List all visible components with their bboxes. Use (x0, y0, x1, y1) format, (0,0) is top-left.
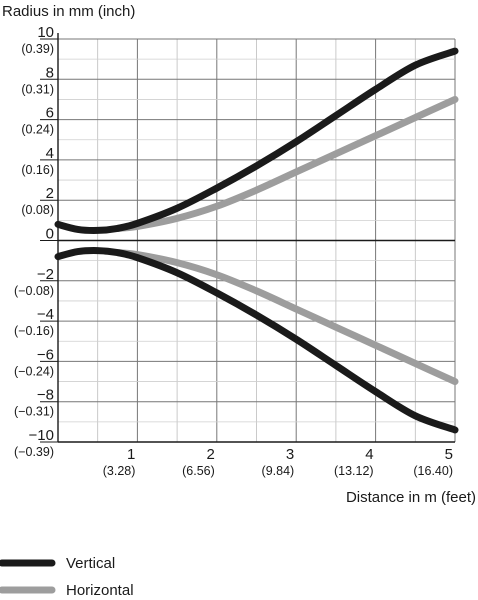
x-tick-sublabel: (6.56) (182, 464, 215, 478)
series-vertical-lower (54, 247, 459, 434)
axes (40, 33, 455, 443)
y-tick-sublabel: (−0.31) (14, 405, 54, 419)
series-horizontal-upper (114, 95, 459, 232)
x-tick-sublabel: (9.84) (262, 464, 295, 478)
tick-labels: 10(0.39)8(0.31)6(0.24)4(0.16)2(0.08)0−2(… (14, 24, 453, 478)
y-tick-sublabel: (0.08) (21, 203, 54, 217)
y-tick-sublabel: (−0.08) (14, 284, 54, 298)
y-tick-sublabel: (0.24) (21, 123, 54, 137)
x-tick-label: 5 (445, 446, 453, 463)
series-horizontal-lower (114, 249, 459, 386)
x-tick-sublabel: (3.28) (103, 464, 136, 478)
y-tick-sublabel: (−0.24) (14, 364, 54, 378)
legend-label-vertical: Vertical (66, 555, 115, 572)
y-tick-label: 2 (46, 185, 54, 202)
y-tick-sublabel: (0.16) (21, 163, 54, 177)
y-tick-label: −8 (37, 387, 54, 404)
x-tick-label: 2 (206, 446, 214, 463)
y-tick-label: −4 (37, 306, 54, 323)
legend-label-horizontal: Horizontal (66, 582, 134, 599)
y-tick-label: −6 (37, 346, 54, 363)
x-tick-sublabel: (13.12) (334, 464, 374, 478)
y-tick-label: 6 (46, 105, 54, 122)
y-tick-sublabel: (−0.16) (14, 324, 54, 338)
y-tick-label: 0 (46, 226, 54, 243)
y-tick-label: 8 (46, 64, 54, 81)
y-tick-label: 4 (46, 145, 54, 162)
series-vertical-upper (54, 47, 459, 234)
x-tick-label: 1 (127, 446, 135, 463)
series-lines (54, 47, 459, 434)
y-tick-label: −10 (29, 427, 54, 444)
x-tick-sublabel: (16.40) (413, 464, 453, 478)
y-tick-sublabel: (−0.39) (14, 445, 54, 459)
y-tick-sublabel: (0.31) (21, 82, 54, 96)
x-tick-label: 4 (365, 446, 373, 463)
y-tick-sublabel: (0.39) (21, 42, 54, 56)
y-tick-label: 10 (37, 24, 54, 41)
y-tick-label: −2 (37, 266, 54, 283)
x-tick-label: 3 (286, 446, 294, 463)
y-axis-label: Radius in mm (inch) (2, 3, 135, 20)
legend: Vertical Horizontal (0, 555, 134, 599)
x-axis-label: Distance in m (feet) (346, 489, 476, 506)
